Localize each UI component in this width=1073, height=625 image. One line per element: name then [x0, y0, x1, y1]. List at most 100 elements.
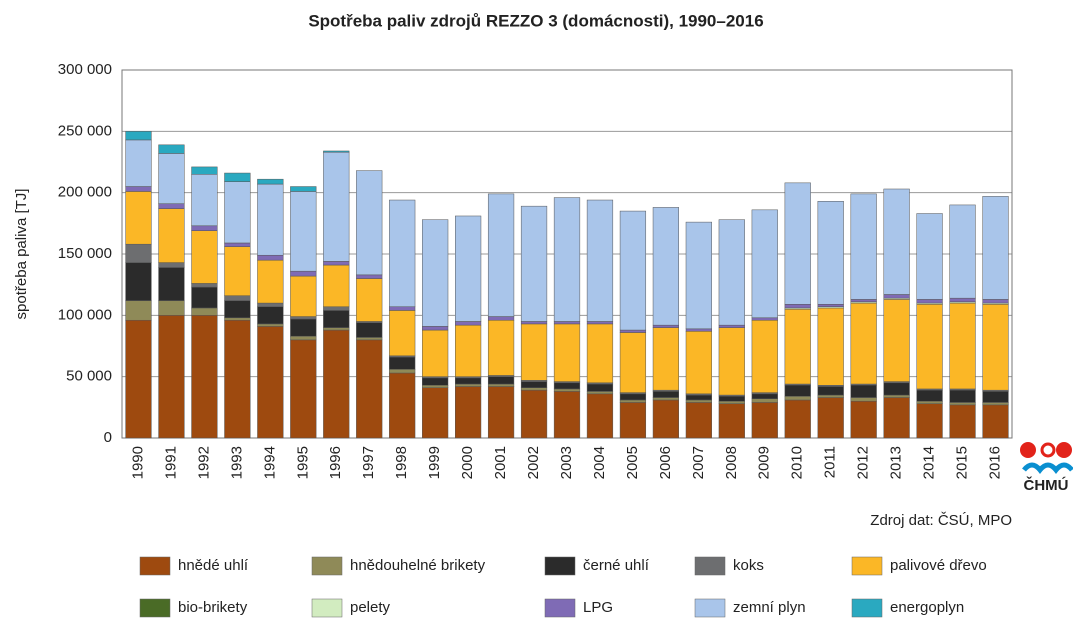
bar-segment	[290, 316, 317, 320]
bar-segment	[323, 150, 350, 153]
x-tick-label: 2000	[459, 446, 476, 479]
bar-segment	[290, 335, 317, 341]
bar-segment	[356, 337, 383, 341]
bar-segment	[257, 254, 284, 261]
bar-segment	[949, 204, 976, 299]
bar-segment	[553, 388, 581, 392]
bar-segment	[224, 246, 251, 296]
bar-segment	[949, 404, 976, 439]
bar-segment	[290, 318, 317, 337]
bar-segment	[751, 317, 778, 321]
x-tick-label: 1990	[129, 446, 146, 479]
y-tick-label: 300 000	[58, 61, 112, 78]
bar-segment	[520, 381, 548, 388]
bar-segment	[224, 242, 251, 247]
bar-segment	[718, 396, 745, 402]
bar-segment	[125, 262, 152, 301]
bar-segment	[883, 299, 910, 382]
bar-segment	[125, 186, 152, 192]
bar-segment	[751, 393, 778, 399]
legend-label: palivové dřevo	[890, 557, 987, 574]
x-tick-label: 2016	[986, 446, 1003, 479]
bar-segment	[389, 356, 416, 370]
x-tick-label: 2015	[954, 446, 971, 479]
logo: ČHMÚ	[1020, 442, 1073, 494]
x-tick-label: 2007	[690, 446, 707, 479]
bar-segment	[685, 221, 712, 330]
bar-segment	[652, 207, 679, 326]
bar-segment	[455, 321, 482, 326]
bar-segment	[455, 383, 482, 387]
bar-segment	[718, 327, 745, 396]
bar-segment	[257, 302, 284, 307]
x-tick-label: 1996	[327, 446, 344, 479]
bar-segment	[158, 153, 185, 204]
bar-segment	[817, 386, 844, 396]
bar-segment	[982, 391, 1009, 403]
bar-segment	[125, 319, 152, 439]
bar-segment	[455, 324, 482, 377]
bar-segment	[916, 403, 943, 439]
legend-swatch	[544, 598, 576, 618]
bar-segment	[949, 297, 976, 303]
x-tick-label: 2014	[921, 446, 938, 479]
bar-segment	[487, 376, 515, 385]
x-tick-label: 2010	[789, 446, 806, 479]
legend-swatch	[694, 556, 726, 576]
legend-label: LPG	[583, 599, 613, 616]
logo-text: ČHMÚ	[1024, 476, 1069, 494]
bar-segment	[553, 391, 581, 439]
bar-segment	[191, 315, 218, 439]
bar-segment	[586, 321, 614, 325]
bar-segment	[356, 170, 383, 276]
bar-segment	[224, 295, 251, 301]
bar-segment	[586, 199, 614, 322]
x-tick-label: 2006	[657, 446, 674, 479]
legend-label: energoplyn	[890, 599, 964, 616]
bar-segment	[422, 219, 449, 327]
x-tick-label: 2009	[756, 446, 773, 479]
bar-segment	[191, 225, 218, 231]
legend-label: černé uhlí	[583, 557, 650, 574]
bar-segment	[784, 396, 811, 401]
bar-segment	[487, 319, 515, 376]
bar-segment	[356, 278, 383, 322]
bar-segment	[290, 186, 317, 192]
bar-segment	[982, 402, 1009, 406]
bar-segment	[751, 319, 778, 393]
x-tick-label: 2012	[855, 446, 872, 479]
bar-segment	[224, 317, 251, 321]
bar-segment	[619, 332, 647, 393]
x-tick-label: 2003	[558, 446, 575, 479]
bar-segment	[718, 324, 745, 328]
y-tick-label: 0	[104, 429, 112, 446]
bar-segment	[685, 399, 712, 403]
bar-segment	[520, 323, 548, 381]
x-tick-label: 1999	[426, 446, 443, 479]
bar-segment	[751, 402, 778, 439]
bar-segment	[191, 174, 218, 227]
bar-segment	[784, 182, 811, 305]
bar-segment	[356, 322, 383, 338]
bar-segment	[586, 383, 614, 392]
bar-segment	[191, 283, 218, 288]
bar-segment	[422, 326, 449, 331]
bar-segment	[751, 209, 778, 319]
bar-segment	[586, 391, 614, 395]
x-tick-label: 1995	[294, 446, 311, 479]
bar-segment	[455, 215, 482, 322]
bar-segment	[191, 307, 218, 316]
bar-segment	[652, 397, 679, 401]
legend-swatch	[851, 556, 883, 576]
legend-label: zemní plyn	[733, 599, 806, 616]
legend-label: koks	[733, 557, 764, 574]
bar-segment	[422, 377, 449, 386]
chart-title: Spotřeba paliv zdrojů REZZO 3 (domácnost…	[308, 11, 763, 30]
x-tick-label: 1998	[393, 446, 410, 479]
bar-segment	[850, 397, 877, 402]
bar-segment	[949, 389, 976, 403]
bar-segment	[652, 327, 679, 391]
bar-segment	[586, 393, 614, 439]
bar-segment	[389, 306, 416, 311]
bar-segment	[191, 230, 218, 284]
